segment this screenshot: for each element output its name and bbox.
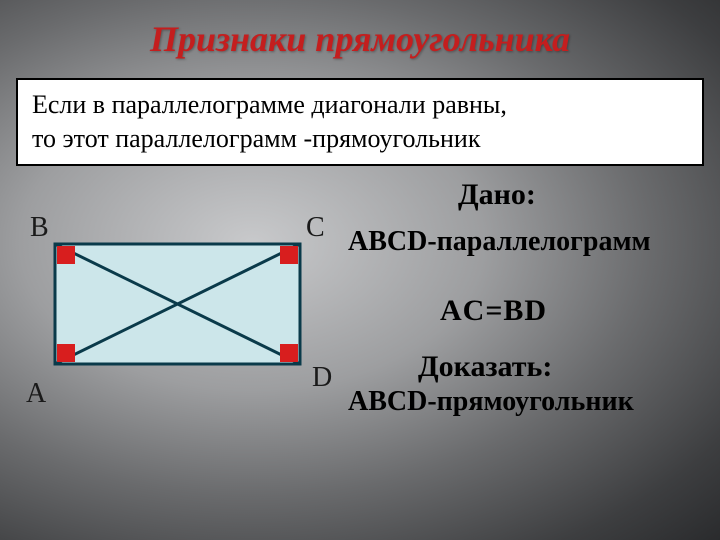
vertex-d: D: [312, 362, 332, 394]
rectangle-svg: [20, 212, 330, 412]
diagram: B C A D: [20, 212, 330, 442]
given-line-2: AC=BD: [440, 294, 718, 328]
prove-heading: Доказать:: [418, 350, 718, 384]
theorem-line-2: то этот параллелограмм -прямоугольник: [32, 122, 688, 156]
angle-d: [280, 344, 298, 362]
slide-title: Признаки прямоугольника: [0, 0, 720, 60]
math-text: Дано: ABCD-параллелограмм AC=BD Доказать…: [348, 178, 718, 418]
vertex-b: B: [30, 212, 49, 244]
theorem-line-1: Если в параллелограмме диагонали равны,: [32, 88, 688, 122]
vertex-a: A: [26, 378, 46, 410]
angle-a: [57, 344, 75, 362]
theorem-box: Если в параллелограмме диагонали равны, …: [16, 78, 704, 166]
prove-line-1: ABCD-прямоугольник: [348, 386, 718, 418]
given-heading: Дано:: [458, 178, 718, 212]
given-line-1: ABCD-параллелограмм: [348, 226, 718, 258]
angle-c: [280, 246, 298, 264]
vertex-c: C: [306, 212, 325, 244]
angle-b: [57, 246, 75, 264]
